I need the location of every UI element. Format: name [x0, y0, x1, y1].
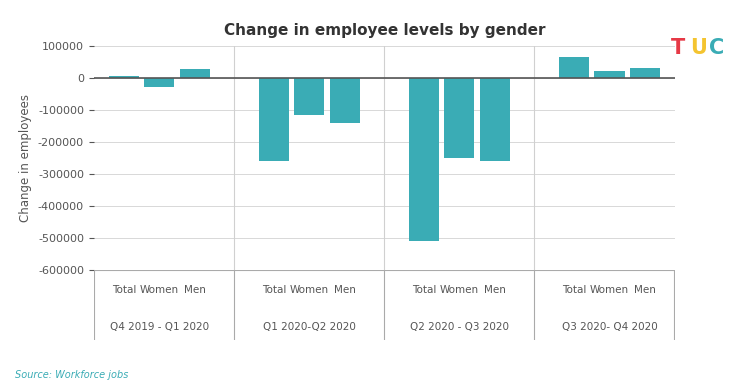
- Bar: [445, 78, 475, 158]
- Text: Total: Total: [562, 285, 586, 295]
- Text: Source: Workforce jobs: Source: Workforce jobs: [15, 370, 128, 380]
- Bar: [559, 57, 589, 78]
- Text: Total: Total: [412, 285, 436, 295]
- Bar: [595, 71, 625, 78]
- Text: Men: Men: [334, 285, 356, 295]
- Text: Women: Women: [440, 285, 479, 295]
- Text: Women: Women: [590, 285, 629, 295]
- Text: Men: Men: [484, 285, 506, 295]
- Text: Women: Women: [140, 285, 178, 295]
- Y-axis label: Change in employees: Change in employees: [20, 94, 32, 222]
- Bar: [480, 78, 510, 161]
- Text: Men: Men: [184, 285, 206, 295]
- Text: U: U: [690, 38, 706, 58]
- Text: Total: Total: [112, 285, 136, 295]
- Bar: [109, 76, 139, 78]
- Text: Q2 2020 - Q3 2020: Q2 2020 - Q3 2020: [410, 322, 509, 332]
- Title: Change in employee levels by gender: Change in employee levels by gender: [224, 23, 545, 38]
- Bar: [294, 78, 324, 115]
- Text: Q1 2020-Q2 2020: Q1 2020-Q2 2020: [263, 322, 356, 332]
- Text: Men: Men: [634, 285, 656, 295]
- Text: Q3 2020- Q4 2020: Q3 2020- Q4 2020: [562, 322, 658, 332]
- Text: T: T: [671, 38, 686, 58]
- Text: Total: Total: [262, 285, 286, 295]
- Text: C: C: [709, 38, 724, 58]
- Bar: [330, 78, 360, 123]
- Bar: [144, 78, 174, 87]
- Text: Q4 2019 - Q1 2020: Q4 2019 - Q1 2020: [110, 322, 209, 332]
- Bar: [180, 69, 210, 78]
- Text: Women: Women: [290, 285, 329, 295]
- Bar: [259, 78, 289, 161]
- Bar: [409, 78, 439, 241]
- Bar: [630, 68, 660, 78]
